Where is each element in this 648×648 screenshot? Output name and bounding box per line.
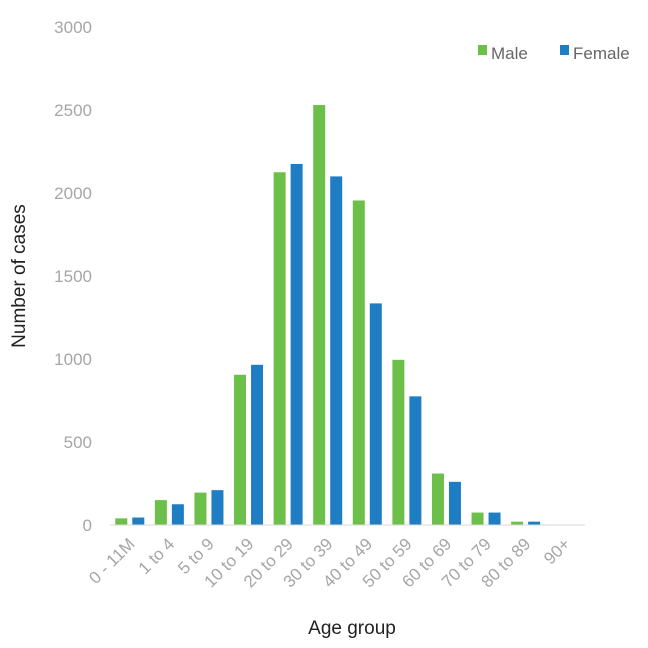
bar-female: [488, 512, 501, 525]
legend: Male Female: [478, 44, 630, 63]
y-tick-label: 3000: [54, 18, 92, 37]
bar-female: [409, 396, 422, 525]
y-tick-label: 0: [83, 516, 92, 535]
bar-female: [290, 163, 303, 525]
bar-male: [234, 374, 247, 525]
bar-male: [154, 500, 167, 525]
bar-male: [115, 518, 128, 525]
x-tick-label: 1 to 4: [135, 534, 179, 578]
bar-male: [431, 473, 444, 525]
bar-male: [273, 172, 286, 525]
legend-swatch-male: [478, 45, 487, 55]
bar-male: [511, 521, 524, 525]
y-tick-label: 1500: [54, 267, 92, 286]
y-tick-label: 500: [64, 433, 92, 452]
x-tick-label: 90+: [540, 534, 574, 568]
y-tick-label: 2500: [54, 101, 92, 120]
bar-female: [528, 521, 541, 525]
y-tick-label: 1000: [54, 350, 92, 369]
y-axis-ticks: 0 500 1000 1500 2000 2500 3000: [54, 18, 92, 535]
bars: [115, 105, 541, 526]
bar-male: [471, 512, 484, 525]
bar-female: [171, 504, 184, 525]
bar-male: [392, 359, 405, 525]
bar-male: [194, 492, 207, 525]
y-axis-title: Number of cases: [9, 204, 30, 348]
bar-female: [251, 364, 264, 525]
legend-label-male: Male: [491, 44, 528, 63]
x-axis-title: Age group: [308, 618, 396, 639]
legend-label-female: Female: [573, 44, 630, 63]
legend-swatch-female: [560, 45, 569, 55]
bar-female: [132, 517, 145, 525]
bar-female: [330, 176, 343, 525]
bar-male: [313, 105, 326, 526]
y-tick-label: 2000: [54, 184, 92, 203]
bar-female: [211, 490, 224, 525]
bar-female: [448, 481, 461, 525]
x-tick-label: 0 - 11M: [85, 534, 138, 587]
bar-male: [352, 200, 365, 525]
bar-female: [369, 303, 382, 525]
